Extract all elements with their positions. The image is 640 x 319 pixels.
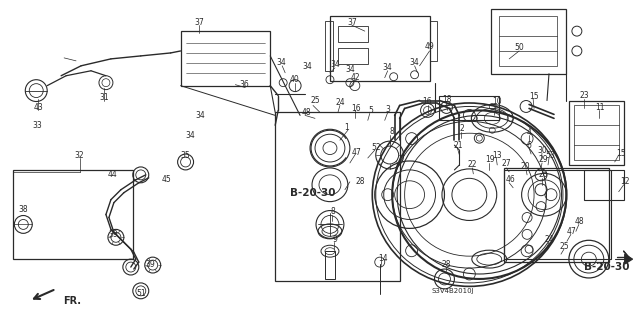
Bar [429, 21, 438, 61]
Text: 10: 10 [492, 97, 502, 106]
Text: 34: 34 [186, 131, 195, 140]
Text: 2: 2 [459, 124, 464, 133]
Bar [330, 16, 429, 81]
Bar [338, 48, 368, 64]
Text: 35: 35 [180, 151, 191, 160]
Text: 25: 25 [559, 242, 569, 251]
Text: 16: 16 [351, 104, 361, 113]
Text: 1: 1 [344, 123, 349, 132]
Text: 49: 49 [425, 42, 435, 51]
Text: 24: 24 [544, 235, 554, 244]
Text: 40: 40 [289, 75, 299, 84]
Text: 53: 53 [545, 151, 555, 160]
Text: 19: 19 [486, 154, 495, 164]
Text: 28: 28 [442, 260, 451, 269]
Text: 4: 4 [527, 128, 532, 137]
Text: FR.: FR. [63, 296, 81, 306]
Text: 18: 18 [443, 95, 452, 104]
Text: 15: 15 [529, 92, 539, 101]
Text: 34: 34 [410, 58, 419, 67]
Text: 34: 34 [383, 63, 392, 72]
Text: 39: 39 [108, 230, 118, 239]
Bar [325, 21, 333, 71]
Bar [338, 26, 368, 42]
Bar [440, 96, 499, 120]
Text: B-20-30: B-20-30 [584, 262, 630, 272]
Bar [504, 168, 609, 262]
Text: 30: 30 [537, 145, 547, 155]
Text: 52: 52 [371, 143, 381, 152]
Text: 42: 42 [351, 73, 361, 82]
Text: 6: 6 [527, 141, 532, 150]
Text: 43: 43 [33, 103, 43, 112]
Text: 34: 34 [345, 65, 355, 74]
Text: 26: 26 [538, 170, 548, 179]
Text: 34: 34 [196, 111, 205, 120]
Text: 8: 8 [389, 127, 394, 136]
Text: 33: 33 [33, 121, 42, 130]
Text: 48: 48 [575, 217, 585, 226]
Bar [275, 112, 399, 281]
Text: 13: 13 [492, 151, 502, 160]
Text: 11: 11 [595, 103, 605, 112]
Text: 5: 5 [369, 106, 373, 115]
Bar [492, 9, 566, 74]
Text: 39: 39 [146, 260, 156, 269]
Text: 28: 28 [355, 177, 365, 186]
Bar [180, 31, 270, 85]
Text: 27: 27 [501, 160, 511, 168]
Bar [569, 100, 623, 165]
Bar [584, 170, 623, 200]
Text: 22: 22 [468, 160, 477, 169]
Text: 21: 21 [454, 141, 463, 150]
Text: S3V4B2010J: S3V4B2010J [431, 288, 474, 294]
Text: 23: 23 [579, 91, 589, 100]
Bar [499, 16, 557, 66]
Text: 24: 24 [335, 98, 345, 107]
Text: 44: 44 [108, 170, 118, 179]
Text: 14: 14 [378, 254, 388, 263]
Text: 37: 37 [195, 18, 204, 27]
Text: 9: 9 [333, 235, 337, 244]
Bar [325, 251, 335, 279]
Text: 34: 34 [330, 60, 340, 69]
Text: 51: 51 [136, 289, 145, 298]
Text: 29: 29 [538, 155, 548, 165]
Text: 12: 12 [620, 177, 629, 186]
Text: 15: 15 [616, 149, 625, 158]
Text: 48: 48 [301, 108, 311, 117]
Text: 47: 47 [567, 227, 577, 236]
Text: 34: 34 [276, 58, 286, 67]
Bar [13, 170, 133, 259]
Text: 45: 45 [162, 175, 172, 184]
Text: 47: 47 [352, 148, 362, 157]
Text: 38: 38 [19, 205, 28, 214]
Text: 50: 50 [515, 43, 524, 53]
Text: 46: 46 [506, 175, 515, 184]
Text: B-20-30: B-20-30 [291, 188, 336, 198]
Text: 36: 36 [239, 80, 249, 89]
Bar [574, 106, 619, 160]
Text: 16: 16 [422, 97, 431, 106]
Text: 8: 8 [331, 207, 335, 216]
Text: 32: 32 [74, 151, 84, 160]
Text: 20: 20 [520, 162, 530, 171]
Text: 31: 31 [99, 93, 109, 102]
Text: 37: 37 [347, 18, 356, 27]
Text: 3: 3 [385, 105, 390, 114]
Text: 34: 34 [302, 62, 312, 71]
Polygon shape [625, 254, 632, 264]
Bar [504, 170, 611, 259]
Text: 25: 25 [310, 96, 320, 105]
